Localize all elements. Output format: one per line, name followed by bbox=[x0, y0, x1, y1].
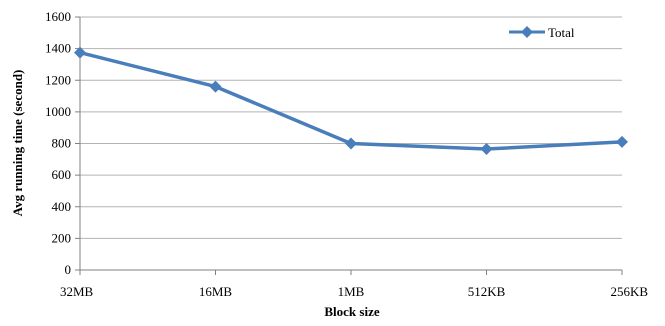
data-point-16mb bbox=[209, 80, 222, 93]
gridlines bbox=[80, 16, 622, 239]
y-tick-label-400: 400 bbox=[52, 199, 72, 214]
x-tick-label-32mb: 32MB bbox=[60, 284, 94, 299]
data-point-32mb bbox=[74, 46, 86, 59]
series-line-total bbox=[79, 50, 623, 151]
x-tick-label-16mb: 16MB bbox=[199, 284, 233, 299]
x-tick-label-512kb: 512KB bbox=[468, 284, 506, 299]
data-point-1mb bbox=[345, 137, 357, 150]
y-tick-label-200: 200 bbox=[52, 230, 72, 245]
y-axis-ticks: 0 200 400 600 800 1000 1200 1400 1600 bbox=[45, 9, 80, 277]
x-tick-label-256kb: 256KB bbox=[610, 284, 648, 299]
data-point-256kb bbox=[616, 135, 628, 148]
series-layer bbox=[74, 46, 628, 156]
y-tick-label-600: 600 bbox=[52, 167, 72, 182]
x-axis-title: Block size bbox=[324, 304, 379, 319]
legend: Total bbox=[509, 25, 575, 40]
y-axis-title: Avg running time (second) bbox=[10, 70, 25, 217]
data-point-512kb bbox=[480, 143, 493, 156]
x-axis-ticks: 32MB 16MB 1MB 512KB 256KB bbox=[60, 270, 648, 299]
legend-label-total: Total bbox=[548, 25, 575, 40]
y-tick-label-1400: 1400 bbox=[45, 41, 71, 56]
y-tick-label-800: 800 bbox=[52, 136, 72, 151]
y-tick-label-1600: 1600 bbox=[45, 9, 71, 24]
y-tick-label-0: 0 bbox=[65, 262, 72, 277]
y-tick-label-1000: 1000 bbox=[45, 104, 71, 119]
x-tick-label-1mb: 1MB bbox=[338, 284, 365, 299]
y-tick-label-1200: 1200 bbox=[45, 72, 71, 87]
legend-marker-diamond-icon bbox=[521, 26, 533, 38]
